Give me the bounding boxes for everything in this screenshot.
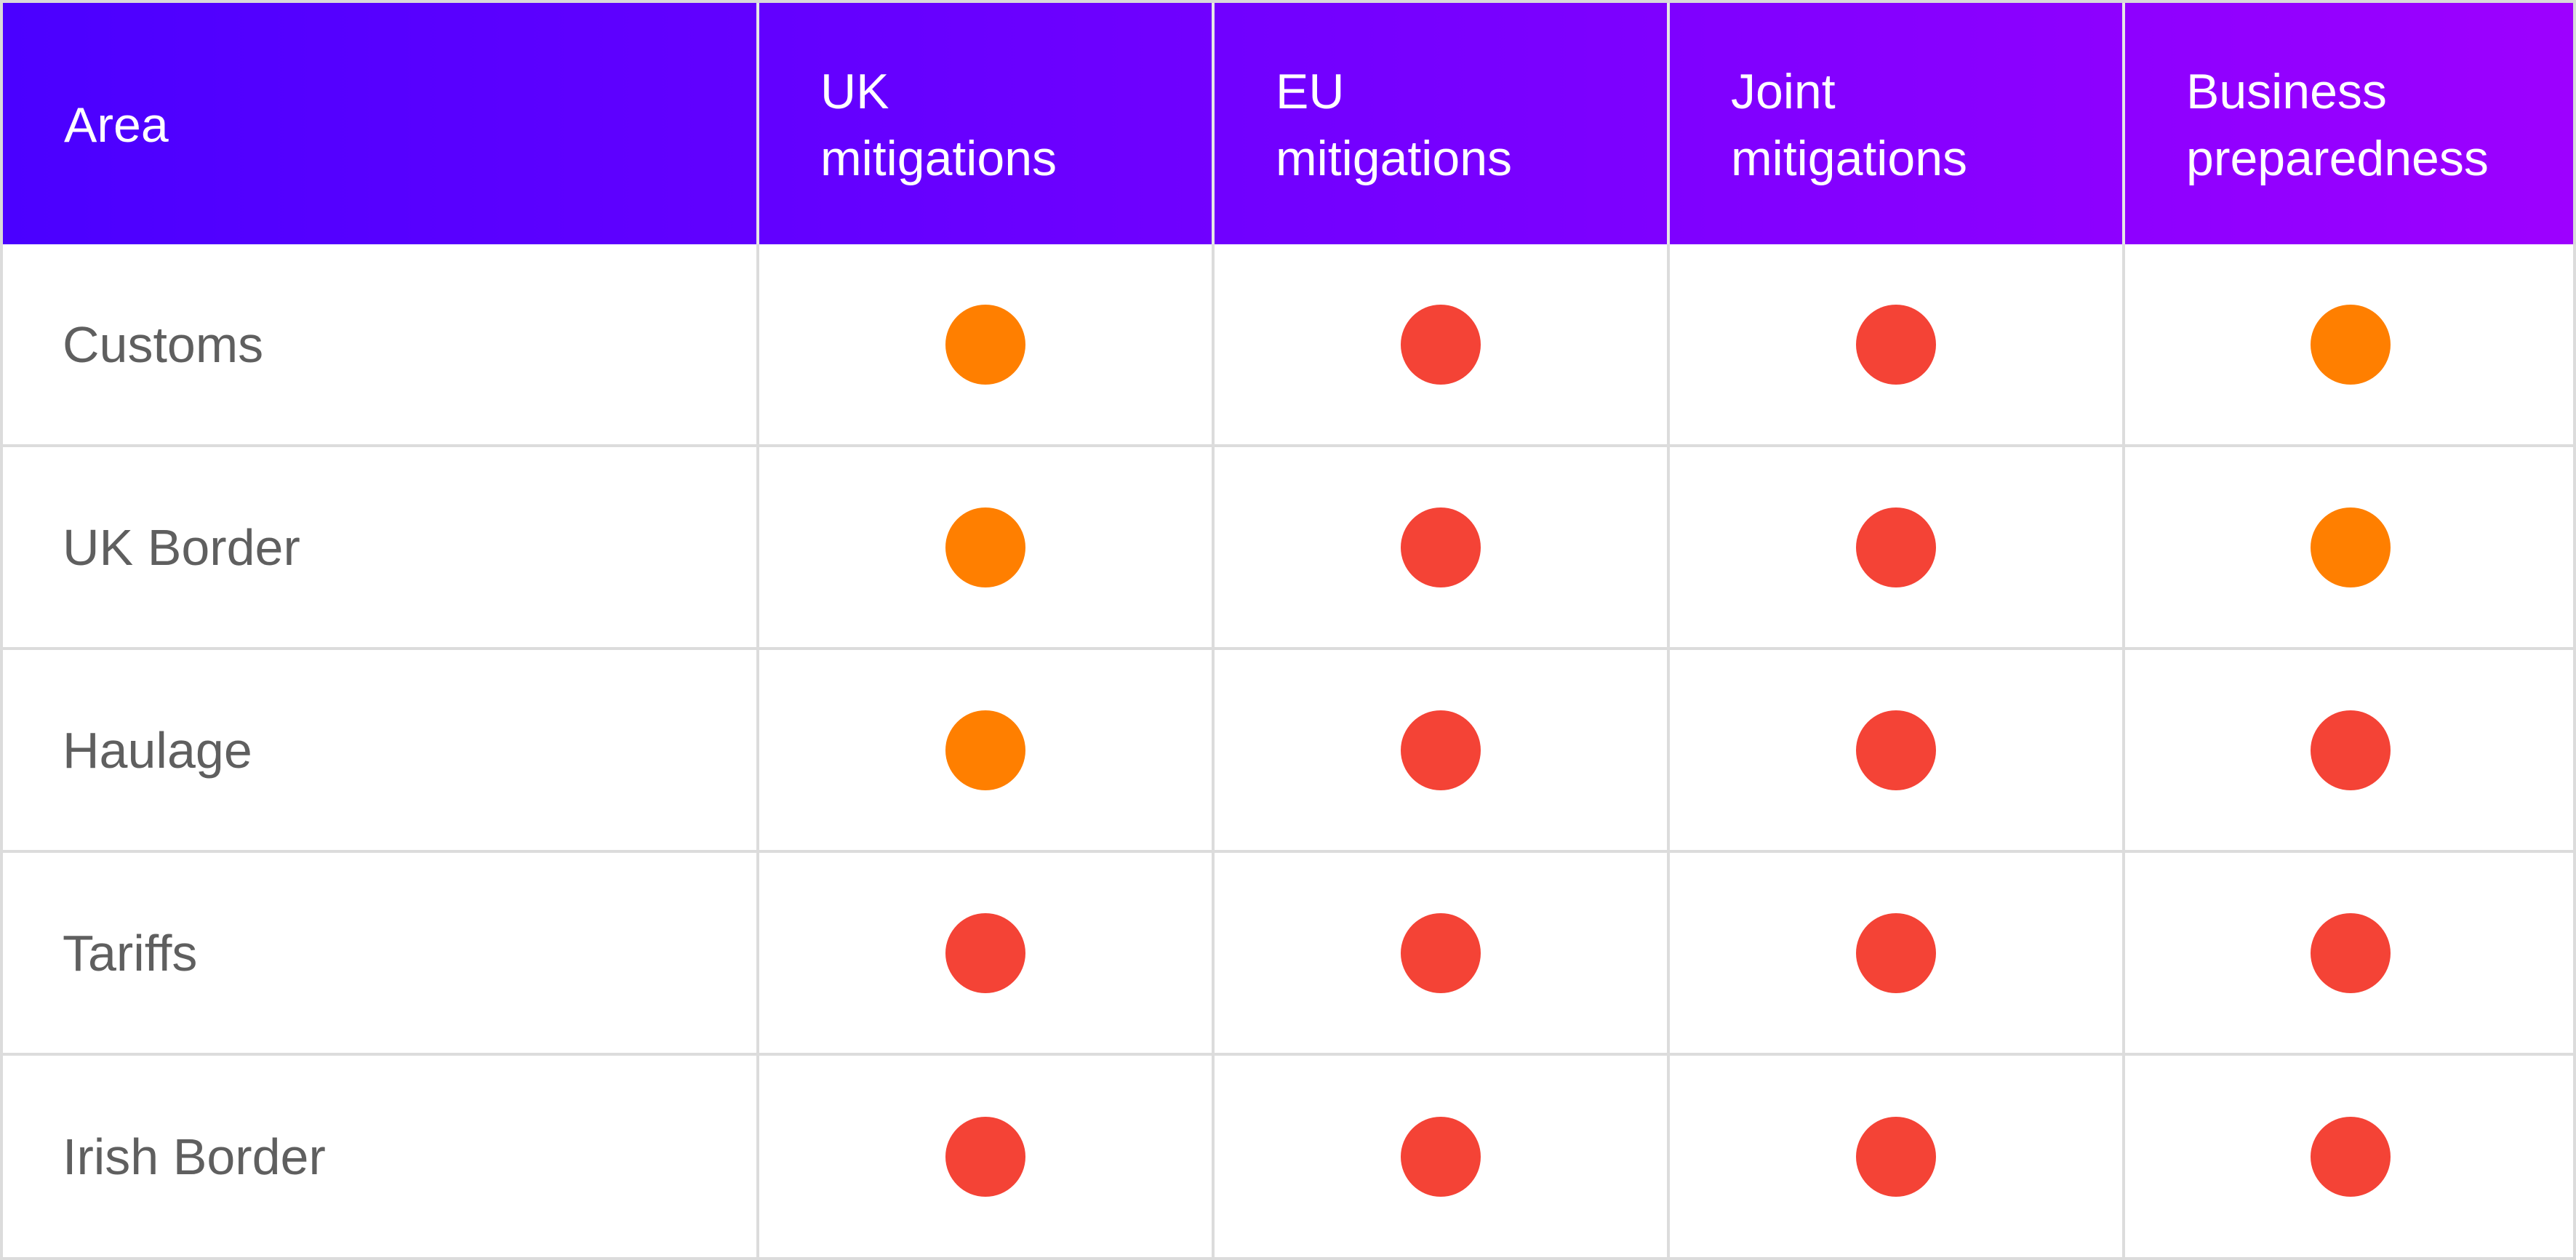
table-header-row: Area UK mitigations EU mitigations Joint…: [0, 0, 2576, 247]
status-cell: [756, 853, 1212, 1053]
status-dot-red: [2311, 1116, 2391, 1197]
status-dot-amber: [2311, 304, 2391, 385]
status-dot-amber: [945, 710, 1025, 790]
status-dot-red: [1856, 1116, 1936, 1197]
status-cell: [1212, 650, 1667, 850]
status-dot-amber: [2311, 507, 2391, 587]
status-dot-red: [1401, 1116, 1481, 1197]
status-cell: [2122, 853, 2576, 1053]
area-label: Customs: [63, 316, 264, 373]
status-cell: [1212, 447, 1667, 647]
status-dot-red: [1856, 304, 1936, 385]
status-cell: [1667, 1056, 2122, 1257]
table-row: Customs: [0, 244, 2576, 447]
status-dot-red: [1856, 710, 1936, 790]
table-row: Tariffs: [0, 853, 2576, 1056]
status-cell: [756, 244, 1212, 444]
header-area: Area: [64, 97, 169, 153]
header-eu-mitigations: EU mitigations: [1212, 3, 1667, 247]
header-joint-mitigations: Joint mitigations: [1667, 3, 2122, 247]
status-dot-red: [1856, 507, 1936, 587]
status-cell: [1212, 1056, 1667, 1257]
status-dot-red: [2311, 710, 2391, 790]
status-dot-red: [945, 1116, 1025, 1197]
area-label: Tariffs: [63, 924, 198, 982]
status-dot-amber: [945, 304, 1025, 385]
status-cell: [2122, 1056, 2576, 1257]
status-cell: [1667, 244, 2122, 444]
status-dot-red: [945, 912, 1025, 993]
status-dot-amber: [945, 507, 1025, 587]
status-dot-red: [1856, 912, 1936, 993]
status-dot-red: [1401, 710, 1481, 790]
status-cell: [1667, 447, 2122, 647]
status-cell: [756, 447, 1212, 647]
status-cell: [1667, 853, 2122, 1053]
table-row: Haulage: [0, 650, 2576, 853]
table-row: UK Border: [0, 447, 2576, 650]
status-cell: [2122, 447, 2576, 647]
status-cell: [756, 1056, 1212, 1257]
status-cell: [1212, 853, 1667, 1053]
status-cell: [1212, 244, 1667, 444]
status-cell: [1667, 650, 2122, 850]
status-cell: [756, 650, 1212, 850]
area-label: UK Border: [63, 518, 300, 576]
area-label: Haulage: [63, 721, 252, 779]
status-dot-red: [1401, 304, 1481, 385]
header-business-preparedness: Business preparedness: [2122, 3, 2576, 247]
area-label: Irish Border: [63, 1128, 326, 1185]
status-dot-red: [1401, 507, 1481, 587]
status-dot-red: [1401, 912, 1481, 993]
status-dot-red: [2311, 912, 2391, 993]
status-cell: [2122, 650, 2576, 850]
status-cell: [2122, 244, 2576, 444]
header-uk-mitigations: UK mitigations: [756, 3, 1212, 247]
table-row: Irish Border: [0, 1056, 2576, 1260]
